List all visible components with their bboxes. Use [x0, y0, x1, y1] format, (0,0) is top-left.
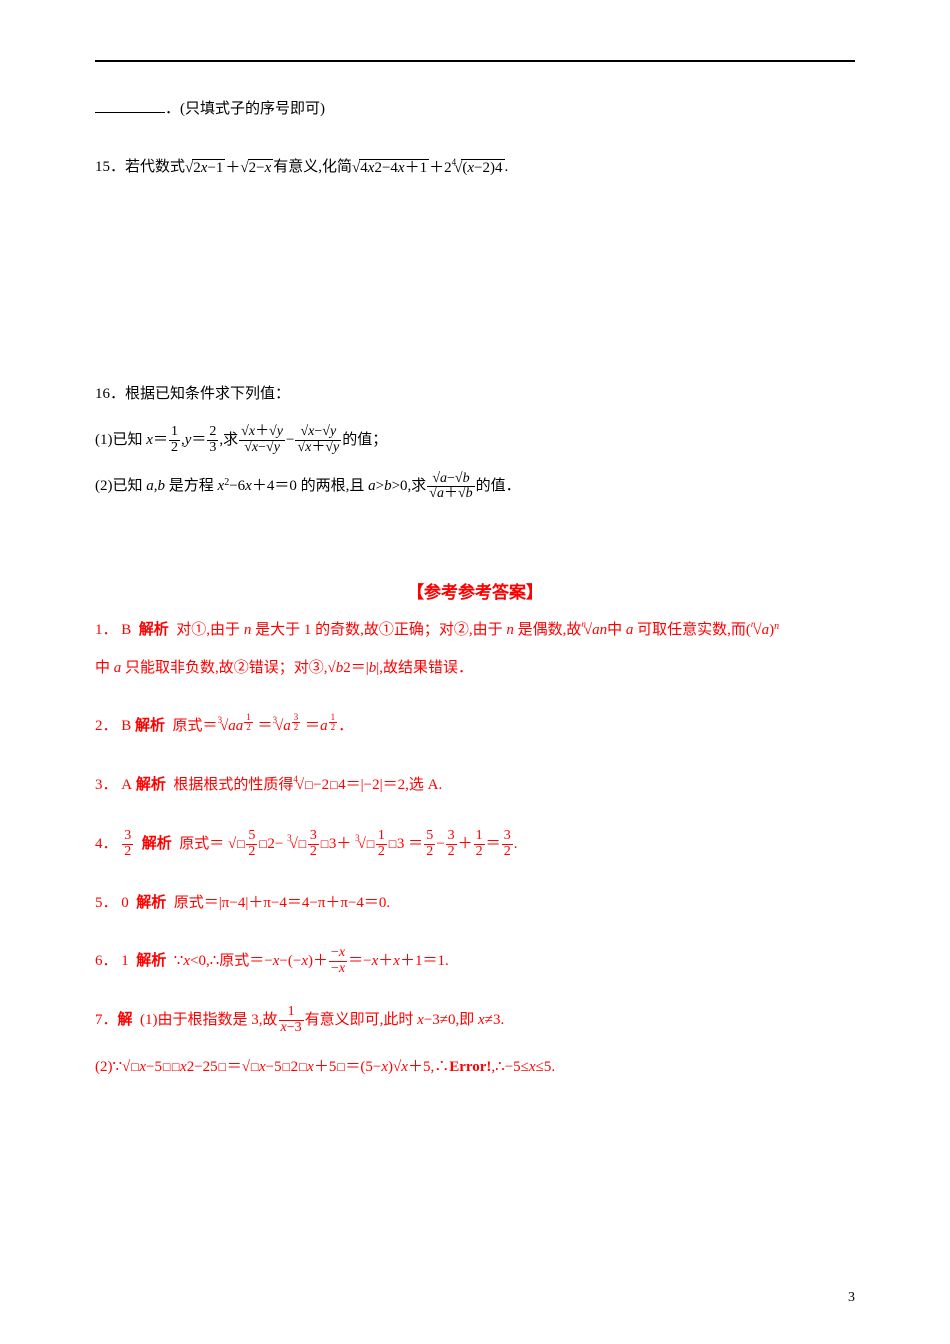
top-rule [95, 60, 855, 62]
q15-tail: . [505, 159, 509, 175]
a4-t2: 3√☐32☐3 [287, 836, 336, 852]
a1-kw: 解析 [139, 622, 169, 638]
a4-kw: 解析 [142, 836, 172, 852]
a4-prefix: 原式＝ [179, 836, 224, 852]
blank-underline [95, 97, 165, 113]
a4-t3: 3√☐12☐3 [355, 836, 404, 852]
q16-head-text: 根据已知条件求下列值： [125, 386, 290, 402]
q14-tail-line: ．(只填式子的序号即可) [95, 94, 855, 124]
q16-2-tail: 的值． [476, 478, 521, 494]
a1-num: 1． [95, 622, 118, 638]
a7-line2: (2)∵√☐x−5☐☐x2−25☐＝√☐x−5☐2☐x＋5☐＝(5−x)√x＋5… [95, 1051, 855, 1082]
a6-line: 6． 1 解析 ∵x<0,∴原式＝−x−(−x)＋−x−x＝−x＋x＋1＝1. [95, 946, 855, 977]
a6-tail: ＝−x＋x＋1＝1. [348, 953, 449, 969]
a2-e1: 3√aa12 [218, 718, 254, 734]
q15-line: 15．若代数式√2x−1＋√2−x有意义,化简√4x2−4x＋1＋24√(x−2… [95, 152, 855, 183]
a2-kw: 解析 [135, 718, 165, 734]
q16-1-tail: 的值； [342, 432, 387, 448]
a5-num: 5． [95, 895, 118, 911]
a3-line: 3． A 解析 根据根式的性质得4√☐−2☐4＝|−2|＝2,选 A. [95, 769, 855, 800]
a6-prefix: ∵x<0,∴原式＝−x−(−x)＋ [174, 953, 328, 969]
a2-prefix: 原式＝ [173, 718, 218, 734]
a7-kw: 解 [118, 1012, 133, 1028]
q15-label: 15． [95, 159, 125, 175]
a4-line: 4． 32 解析 原式＝ √☐52☐2− 3√☐32☐3＋ 3√☐12☐3 ＝5… [95, 828, 855, 860]
a7-line1: 7．解 (1)由于根指数是 3,故1x−3有意义即可,此时 x−3≠0,即 x≠… [95, 1005, 855, 1036]
a7-p2-e1: √☐x−5☐☐x2−25☐ [122, 1059, 227, 1075]
a2-num: 2． [95, 718, 118, 734]
q15-prefix: 若代数式 [125, 159, 185, 175]
frac-1-2: 12 [169, 425, 180, 455]
q16-2-given: 已知 a,b 是方程 x2−6x＋4＝0 的两根,且 a>b>0,求 [113, 478, 427, 494]
a7-num: 7． [95, 1012, 118, 1028]
a5-text: 原式＝|π−4|＋π−4＝4−π＋π−4＝0. [174, 895, 390, 911]
a1-ta: 对①,由于 n 是大于 1 的奇数,故①正确；对②,由于 n 是偶数,故n√an… [176, 622, 779, 638]
q16-head: 16．根据已知条件求下列值： [95, 379, 855, 409]
a7-p2-e2: √☐x−5☐2☐x＋5☐ [242, 1059, 346, 1075]
a2-letter: B [121, 718, 131, 734]
a3-text: 根据根式的性质得 [173, 777, 293, 793]
a6-answer: 1 [121, 953, 129, 969]
q16-part2: (2)已知 a,b 是方程 x2−6x＋4＝0 的两根,且 a>b>0,求√a−… [95, 471, 855, 502]
a1-l2a: 中 a 只能取非负数,故②错误；对③,√b2＝|b|,故结果错误． [95, 660, 473, 676]
a4-t1: √☐52☐2 [228, 828, 275, 852]
a7-p1-prefix: (1)由于根指数是 3,故 [140, 1012, 278, 1028]
a3-kw: 解析 [136, 777, 166, 793]
q16-1-given: 已知 [113, 432, 147, 448]
q15-mid: 有意义,化简 [273, 159, 352, 175]
a4-num: 4． [95, 836, 118, 852]
a6-kw: 解析 [136, 953, 166, 969]
q14-tail: ．(只填式子的序号即可) [165, 101, 325, 117]
a7-p1-frac: 1x−3 [279, 1005, 304, 1035]
a2-tail: ． [338, 718, 353, 734]
a3-letter: A [121, 777, 132, 793]
q16-2-frac: √a−√b√a＋√b [427, 472, 474, 502]
a5-line: 5． 0 解析 原式＝|π−4|＋π−4＝4−π＋π−4＝0. [95, 888, 855, 918]
a3-expr: 4√☐−2☐4 [293, 777, 345, 793]
a3-num: 3． [95, 777, 118, 793]
page-number: 3 [848, 1290, 855, 1306]
q16-label: 16． [95, 386, 125, 402]
q15-expr2: √4x2−4x＋1＋24√(x−2)4 [352, 153, 504, 183]
a7-p2-prefix: (2)∵ [95, 1059, 122, 1075]
a5-kw: 解析 [136, 895, 166, 911]
a6-frac: −x−x [329, 946, 347, 976]
q16-2-label: (2) [95, 478, 113, 494]
a1-line2: 中 a 只能取非负数,故②错误；对③,√b2＝|b|,故结果错误． [95, 653, 855, 683]
q15-expr1: √2x−1＋√2−x [185, 153, 273, 183]
a1-line1: 1． B 解析 对①,由于 n 是大于 1 的奇数,故①正确；对②,由于 n 是… [95, 615, 855, 645]
a5-answer: 0 [121, 895, 129, 911]
q16-1-label: (1) [95, 432, 113, 448]
frac-2-3: 23 [207, 425, 218, 455]
q16-1-fr2: √x−√y√x＋√y [295, 425, 341, 455]
q16-1-fr1: √x＋√y√x−√y [239, 425, 285, 455]
a1-letter: B [121, 622, 131, 638]
a7-p1-tail: 有意义即可,此时 x−3≠0,即 x≠3. [305, 1012, 505, 1028]
a6-num: 6． [95, 953, 118, 969]
q16-1-ask: ,求 [219, 432, 238, 448]
a4-answer: 32 [122, 829, 133, 859]
a2-line: 2． B 解析 原式＝3√aa12 ＝3√a32 ＝a12． [95, 711, 855, 741]
answers-title: 【参考参考答案】 [95, 578, 855, 603]
q16-part1: (1)已知 x＝12,y＝23,求√x＋√y√x−√y−√x−√y√x＋√y的值… [95, 425, 855, 456]
a2-e2: 3√a32 [273, 718, 302, 734]
